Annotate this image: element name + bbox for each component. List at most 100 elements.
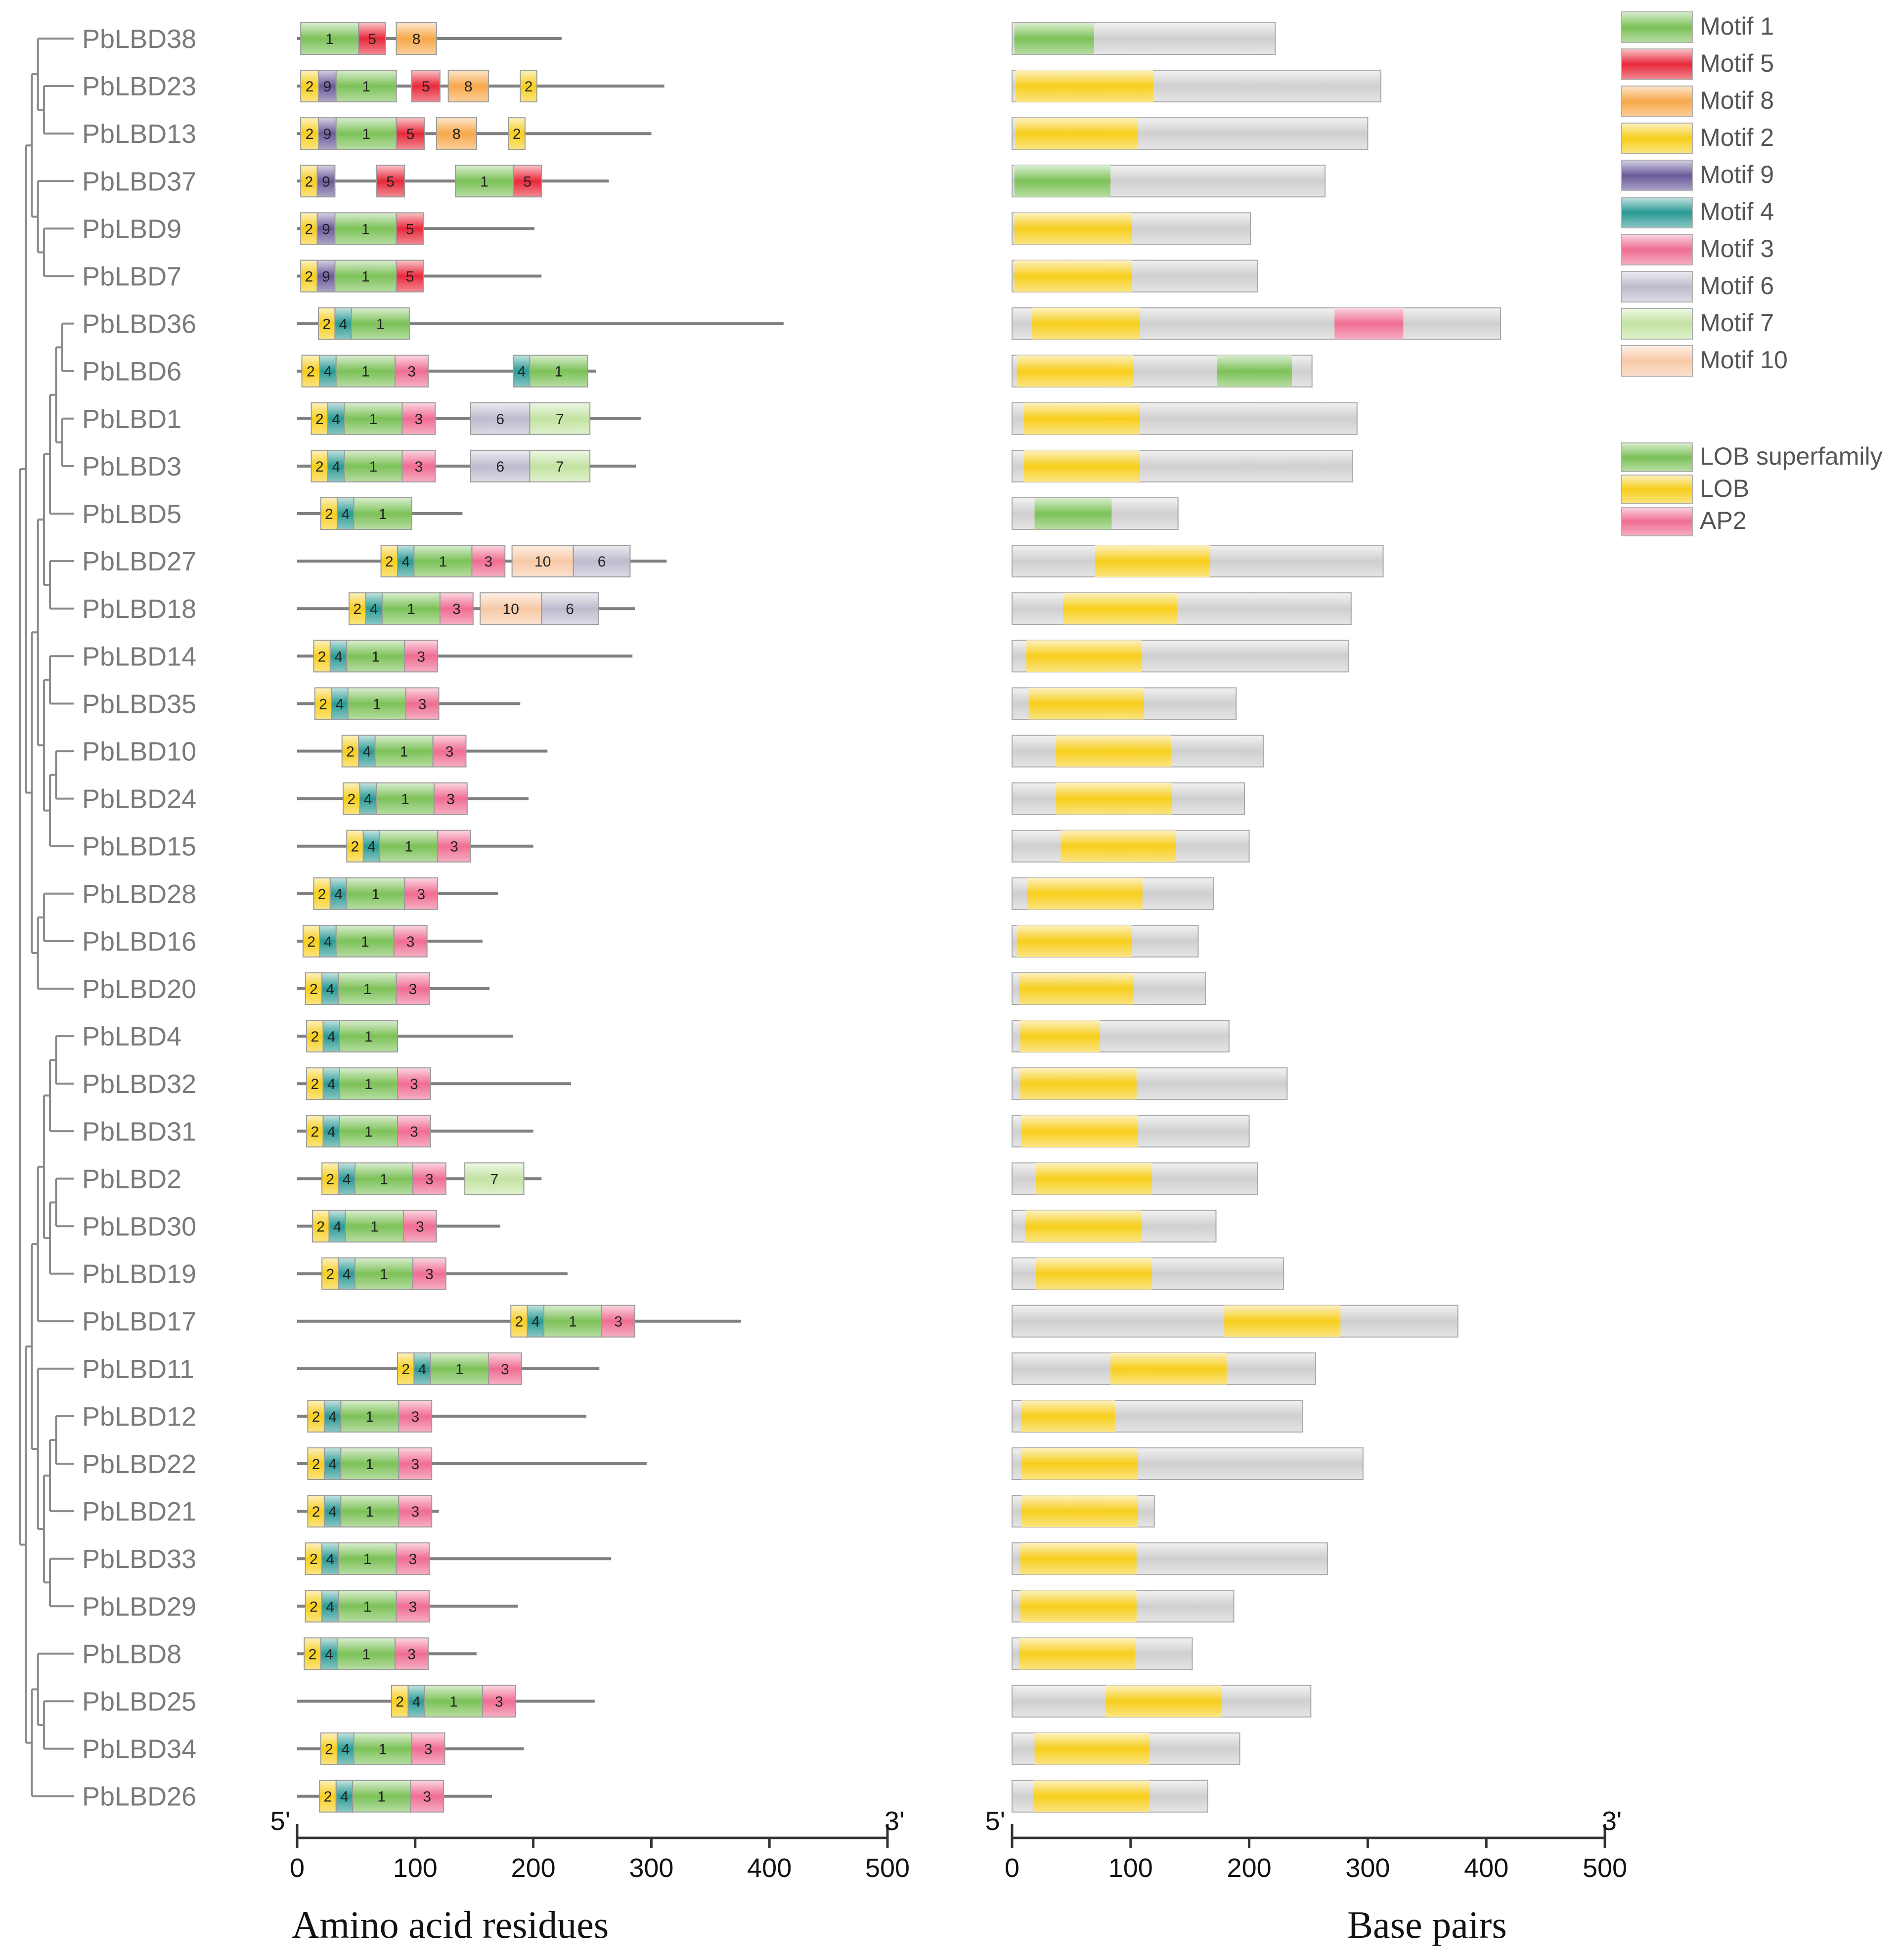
legend-swatch: [1621, 345, 1693, 377]
motif-number: 4: [328, 1456, 337, 1473]
gene-label: PbLBD5: [82, 499, 181, 529]
motif-number: 2: [305, 269, 313, 285]
legend-item: Motif 8: [1621, 86, 1774, 117]
motif-number: 3: [485, 554, 493, 570]
domain-lob: [1027, 877, 1143, 910]
domain-row-pblbd20: [1012, 972, 1206, 1005]
motif-number: 3: [446, 791, 455, 808]
domain-lob: [1032, 307, 1140, 340]
motif-number: 1: [371, 649, 380, 665]
motif-1-box: [529, 354, 588, 388]
domain-row-pblbd23: [1012, 70, 1381, 103]
motif-2-box: [301, 354, 320, 388]
motif-3-box: [601, 1305, 635, 1338]
gene-label: PbLBD9: [82, 214, 181, 244]
domain-lob: [1061, 830, 1176, 862]
domain-row-pblbd19: [1012, 1257, 1284, 1290]
motif-2-box: [302, 924, 320, 958]
motif-3-box: [396, 1590, 430, 1623]
motif-number: 4: [342, 1742, 350, 1758]
motif-number: 1: [569, 1314, 577, 1330]
gene-label: PbLBD35: [82, 689, 196, 719]
motif-2-box: [304, 1637, 321, 1670]
motif-number: 4: [327, 1029, 336, 1045]
motif-number: 2: [325, 1742, 333, 1758]
motif-4-box: [327, 449, 345, 482]
domain-row-pblbd3: [1012, 449, 1353, 482]
motif-2-box: [349, 592, 366, 625]
motif-number: 2: [312, 1409, 320, 1425]
motif-number: 4: [343, 1171, 351, 1187]
motif-3-box: [434, 782, 468, 815]
axis-tick-label: 400: [1464, 1853, 1508, 1883]
motif-number: 3: [411, 1409, 419, 1425]
motif-number: 1: [379, 506, 387, 523]
motif-2-box: [320, 1732, 338, 1765]
five-prime-label: 5': [270, 1806, 290, 1836]
domain-row-pblbd32: [1012, 1067, 1288, 1100]
gene-label: PbLBD16: [82, 927, 196, 957]
domain-lob-superfamily: [1014, 165, 1111, 197]
domain-row-pblbd31: [1012, 1115, 1250, 1148]
motif-number: 2: [315, 411, 324, 428]
domain-row-pblbd9: [1012, 212, 1251, 245]
motif-2-box: [310, 449, 329, 482]
gene-label: PbLBD12: [82, 1402, 196, 1432]
axis-tick-label: 500: [1583, 1853, 1627, 1883]
motif-number: 6: [598, 554, 606, 570]
motif-5-box: [513, 165, 542, 198]
domain-lob: [1016, 118, 1138, 150]
domain-lob: [1025, 1210, 1142, 1242]
motif-number: 2: [307, 934, 315, 950]
domain-lob: [1063, 593, 1177, 625]
domain-row-pblbd22: [1012, 1447, 1364, 1480]
base-pair-axis: 0 100 200 300 400 500 5' 3' Base pairs: [985, 1806, 1627, 1946]
legend-item: AP2: [1621, 507, 1747, 536]
gene-label: PbLBD8: [82, 1639, 181, 1669]
motif-number: 1: [366, 1456, 374, 1473]
motif-number: 3: [450, 839, 458, 855]
legend-label: Motif 1: [1700, 12, 1774, 40]
motif-number: 4: [363, 744, 371, 760]
gene-label: PbLBD4: [82, 1022, 181, 1051]
motif-number: 4: [324, 364, 332, 380]
motif-2-box: [313, 640, 331, 673]
motif-3-box: [411, 1732, 445, 1765]
motif-number: 4: [332, 459, 340, 475]
amino-acid-axis: 0 100 200 300 400 500 5' 3' Amino acid residues: [270, 1806, 910, 1946]
motif-number: 3: [445, 744, 454, 760]
motif-1-box: [334, 260, 397, 293]
axis-tick-label: 0: [290, 1853, 305, 1883]
motif-number: 1: [400, 744, 408, 760]
domain-row-pblbd6: [1012, 354, 1313, 388]
domain-row-pblbd25: [1012, 1685, 1312, 1718]
motif-number: 4: [334, 886, 343, 903]
motif-1-box: [340, 1447, 399, 1480]
motif-number: 2: [305, 221, 313, 237]
motif-number: 4: [339, 316, 348, 333]
domain-row-pblbd36: [1012, 307, 1501, 340]
domain-lob: [1021, 1115, 1138, 1147]
motif-1-box: [340, 1399, 399, 1433]
motif-number: 7: [490, 1171, 498, 1187]
motif-4-box: [329, 877, 348, 910]
motif-number: 2: [324, 1789, 332, 1805]
motif-4-box: [321, 1590, 339, 1623]
domain-row-pblbd1: [1012, 402, 1358, 435]
motif-number: 3: [452, 601, 461, 617]
motif-number: 3: [425, 1266, 434, 1283]
legend-label: Motif 8: [1700, 87, 1774, 114]
motif-3-box: [396, 1542, 430, 1575]
motif-number: 2: [315, 459, 324, 475]
motif-2-box: [520, 70, 537, 103]
motif-1-box: [347, 687, 406, 720]
gene-label: PbLBD10: [82, 737, 196, 767]
domain-lob: [1095, 545, 1210, 577]
